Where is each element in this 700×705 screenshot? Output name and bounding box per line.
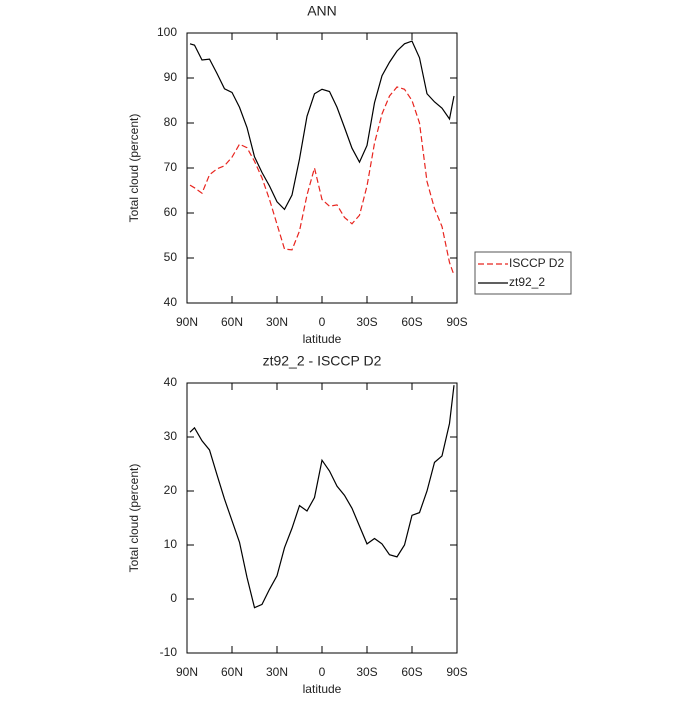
x-tick-label: 0 (319, 315, 326, 329)
y-tick-label: 30 (164, 429, 178, 443)
x-tick-label: 90N (176, 665, 198, 679)
y-tick-label: 70 (164, 160, 178, 174)
x-tick-label: 60N (221, 315, 243, 329)
y-tick-label: 50 (164, 250, 178, 264)
x-tick-label: 30N (266, 665, 288, 679)
x-tick-label: 0 (319, 665, 326, 679)
data-line (189, 40, 455, 211)
y-tick-label: 90 (164, 70, 178, 84)
y-axis-label: Total cloud (percent) (127, 464, 141, 573)
y-tick-label: 40 (164, 295, 178, 309)
x-tick-label: 30N (266, 315, 288, 329)
legend-label: zt92_2 (509, 275, 545, 289)
y-tick-label: 0 (170, 591, 177, 605)
y-tick-label: 20 (164, 483, 178, 497)
x-tick-label: 60S (401, 665, 422, 679)
y-tick-label: 80 (164, 115, 178, 129)
data-line (189, 385, 455, 609)
y-tick-label: 40 (164, 375, 178, 389)
x-tick-label: 60S (401, 315, 422, 329)
x-tick-label: 90N (176, 315, 198, 329)
legend-box (474, 251, 572, 295)
y-tick-label: 100 (157, 25, 177, 39)
x-axis-label: latitude (303, 332, 342, 346)
x-tick-label: 90S (446, 665, 467, 679)
plot-frame (186, 382, 458, 654)
plot-frame (186, 32, 458, 304)
y-tick-label: -10 (160, 645, 178, 659)
x-axis-label: latitude (303, 682, 342, 696)
y-tick-label: 10 (164, 537, 178, 551)
y-axis-label: Total cloud (percent) (127, 114, 141, 223)
x-tick-label: 30S (356, 315, 377, 329)
legend-label: ISCCP D2 (509, 256, 564, 270)
y-tick-label: 60 (164, 205, 178, 219)
data-line (189, 86, 455, 276)
chart-title: ANN (307, 3, 337, 19)
x-tick-label: 90S (446, 315, 467, 329)
x-tick-label: 60N (221, 665, 243, 679)
chart-title: zt92_2 - ISCCP D2 (263, 353, 382, 369)
x-tick-label: 30S (356, 665, 377, 679)
